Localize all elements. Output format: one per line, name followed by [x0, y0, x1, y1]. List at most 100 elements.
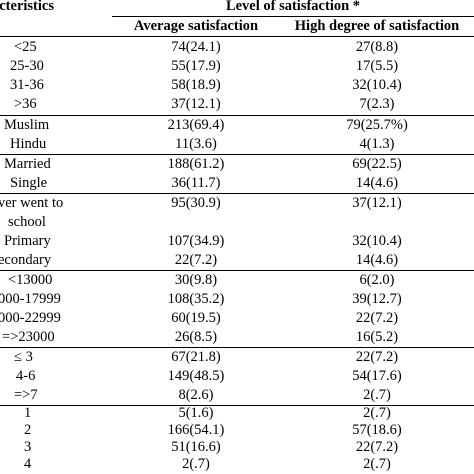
table-row: ≤ 3 67(21.8) 22(7.2) — [0, 348, 474, 367]
avg-cell: 22(7.2) — [174, 252, 218, 268]
high-cell: 7(2.3) — [359, 96, 395, 112]
high-cell: 17(5.5) — [355, 58, 399, 74]
high-cell: 22(7.2) — [355, 349, 399, 365]
row-label: Muslim — [4, 117, 50, 133]
group-divider — [0, 270, 474, 271]
table-row: 4 2(.7) 2(.7) — [0, 455, 474, 474]
avg-cell: 58(18.9) — [171, 77, 221, 93]
table-row: Single 36(11.7) 14(4.6) — [0, 174, 474, 193]
high-cell: 32(10.4) — [352, 233, 402, 249]
avg-cell: 166(54.1) — [167, 422, 225, 438]
avg-cell: 2(.7) — [182, 456, 210, 472]
high-cell: 39(12.7) — [352, 291, 402, 307]
characteristics-header: acteristics — [0, 0, 54, 14]
table-row: 4-6 149(48.5) 54(17.6) — [0, 367, 474, 386]
row-label: school — [8, 214, 46, 230]
group-divider — [0, 405, 474, 406]
header-row-2: Average satisfaction High degree of sati… — [0, 17, 474, 36]
row-label: >36 — [14, 96, 37, 112]
high-cell: 27(8.8) — [355, 39, 399, 55]
row-label: 3 — [24, 439, 32, 455]
high-satisfaction-header: High degree of satisfaction — [294, 18, 460, 34]
table-row: Married 188(61.2) 69(22.5) — [0, 155, 474, 174]
row-label: 4 — [24, 456, 32, 472]
high-cell: 37(12.1) — [352, 195, 402, 211]
high-cell: 54(17.6) — [352, 368, 402, 384]
table-row: >36 37(12.1) 7(2.3) — [0, 95, 474, 114]
row-label: <25 — [14, 39, 37, 55]
row-label: 31-36 — [10, 77, 44, 93]
table-row: =>23000 26(8.5) 16(5.2) — [0, 328, 474, 347]
table-row: =>7 8(2.6) 2(.7) — [0, 386, 474, 405]
avg-cell: 30(9.8) — [174, 272, 218, 288]
avg-cell: 51(16.6) — [171, 439, 221, 455]
row-label: 4-6 — [16, 368, 36, 384]
avg-cell: 213(69.4) — [167, 117, 225, 133]
high-cell: 4(1.3) — [359, 136, 395, 152]
table-row: 000-17999 108(35.2) 39(12.7) — [0, 290, 474, 309]
row-label: Married — [4, 156, 51, 172]
row-label: 000-17999 — [0, 291, 61, 307]
row-label: 2 — [24, 422, 32, 438]
avg-cell: 60(19.5) — [171, 310, 221, 326]
table-row: Muslim 213(69.4) 79(25.7%) — [0, 116, 474, 135]
avg-cell: 95(30.9) — [171, 195, 221, 211]
high-cell: 79(25.7%) — [346, 117, 408, 133]
row-label: <13000 — [8, 272, 53, 288]
table-row: 000-22999 60(19.5) 22(7.2) — [0, 309, 474, 328]
row-label: ≤ 3 — [14, 349, 33, 365]
high-cell: 69(22.5) — [352, 156, 402, 172]
table-row: econdary 22(7.2) 14(4.6) — [0, 251, 474, 270]
table-row: ver went to 95(30.9) 37(12.1) — [0, 194, 474, 213]
group-divider — [0, 193, 474, 194]
avg-cell: 74(24.1) — [171, 39, 221, 55]
high-cell: 2(.7) — [363, 405, 391, 421]
group-divider — [0, 154, 474, 155]
row-label: econdary — [0, 252, 52, 268]
avg-cell: 149(48.5) — [167, 368, 225, 384]
table-row: 31-36 58(18.9) 32(10.4) — [0, 76, 474, 95]
avg-cell: 107(34.9) — [167, 233, 225, 249]
row-label: Single — [10, 175, 48, 191]
high-cell: 57(18.6) — [352, 422, 402, 438]
high-cell: 14(4.6) — [355, 252, 399, 268]
high-cell: 14(4.6) — [355, 175, 399, 191]
table-row: <25 74(24.1) 27(8.8) — [0, 38, 474, 57]
table-row: 3 51(16.6) 22(7.2) — [0, 438, 474, 457]
table-row: 1 5(1.6) 2(.7) — [0, 404, 474, 423]
table-row: 25-30 55(17.9) 17(5.5) — [0, 57, 474, 76]
table-row: school — [0, 213, 474, 232]
table-row: Primary 107(34.9) 32(10.4) — [0, 232, 474, 251]
row-label: Primary — [4, 233, 51, 249]
avg-cell: 26(8.5) — [174, 329, 218, 345]
avg-cell: 11(3.6) — [175, 136, 217, 152]
group-divider — [0, 347, 474, 348]
avg-cell: 108(35.2) — [167, 291, 225, 307]
header-row-1: acteristics Level of satisfaction * — [0, 0, 474, 16]
header-bottom-rule — [0, 36, 474, 37]
avg-cell: 5(1.6) — [178, 405, 214, 421]
row-label: 25-30 — [10, 58, 44, 74]
row-label: =>23000 — [2, 329, 55, 345]
level-of-satisfaction-header: Level of satisfaction * — [225, 0, 361, 14]
high-cell: 22(7.2) — [355, 439, 399, 455]
avg-cell: 36(11.7) — [171, 175, 221, 191]
avg-cell: 67(21.8) — [171, 349, 221, 365]
row-label: 1 — [24, 405, 32, 421]
average-satisfaction-header: Average satisfaction — [133, 18, 259, 34]
row-label: ver went to — [0, 195, 64, 211]
header-subline — [112, 16, 474, 17]
avg-cell: 55(17.9) — [171, 58, 221, 74]
high-cell: 22(7.2) — [355, 310, 399, 326]
avg-cell: 188(61.2) — [167, 156, 225, 172]
table-row: 2 166(54.1) 57(18.6) — [0, 421, 474, 440]
row-label: 000-22999 — [0, 310, 61, 326]
table-row: <13000 30(9.8) 6(2.0) — [0, 271, 474, 290]
row-label: Hindu — [10, 136, 47, 152]
high-cell: 32(10.4) — [352, 77, 402, 93]
table-row: Hindu 11(3.6) 4(1.3) — [0, 135, 474, 154]
high-cell: 2(.7) — [363, 387, 391, 403]
group-divider — [0, 115, 474, 116]
avg-cell: 37(12.1) — [171, 96, 221, 112]
high-cell: 16(5.2) — [355, 329, 399, 345]
